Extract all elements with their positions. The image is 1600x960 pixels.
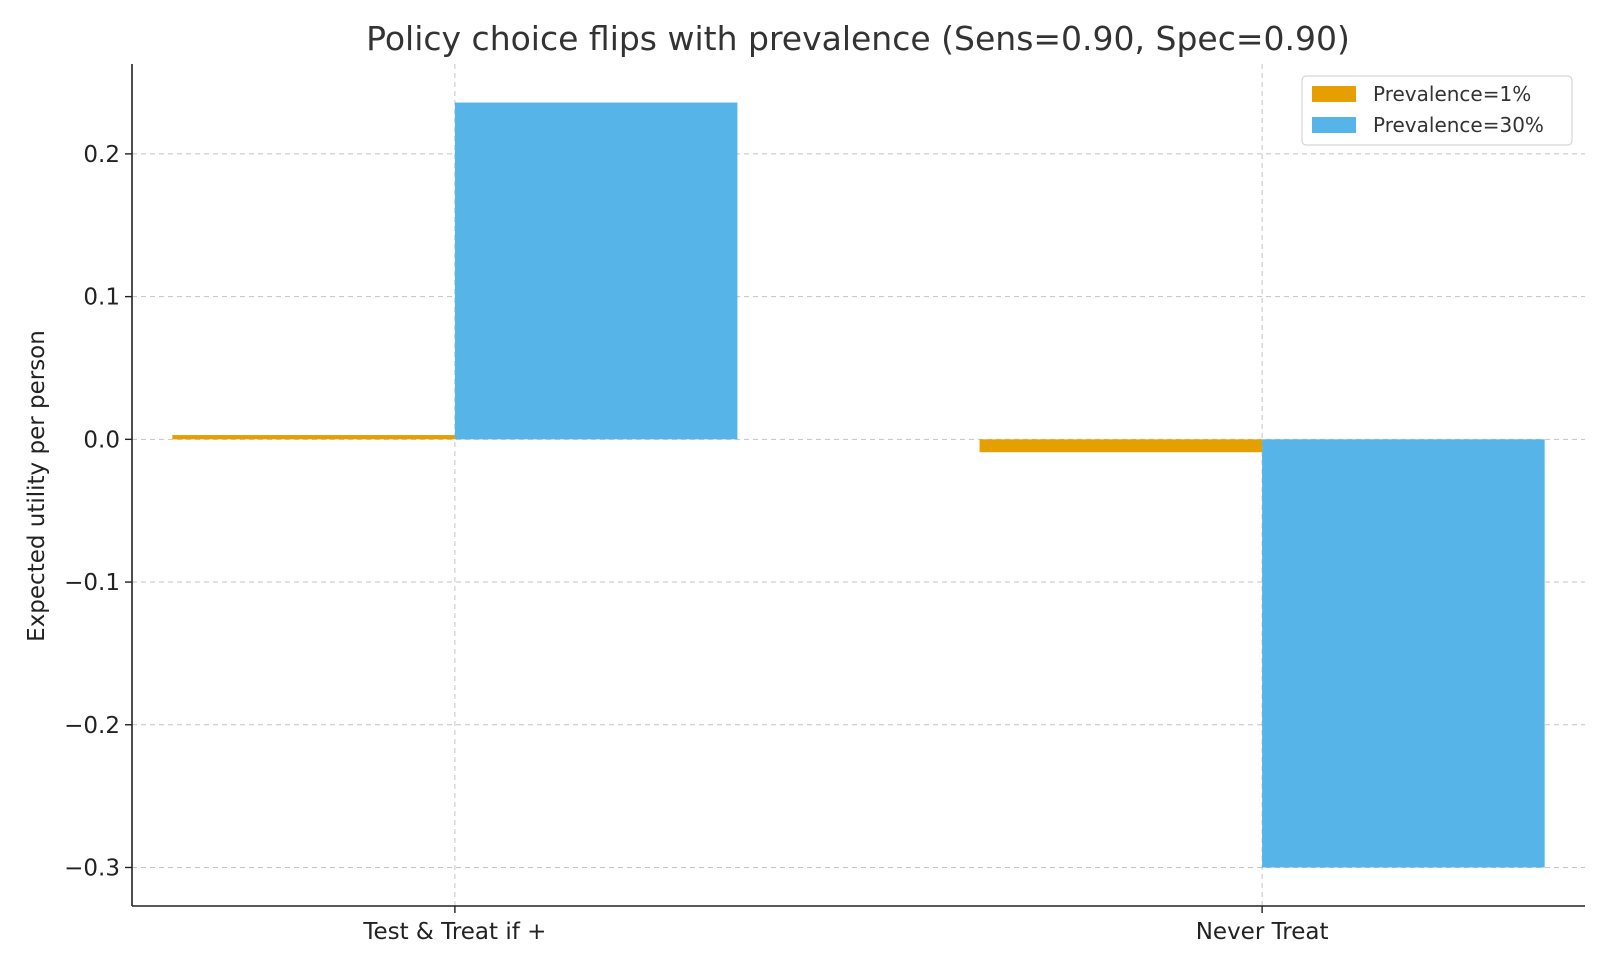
chart-title: Policy choice flips with prevalence (Sen… [366, 19, 1350, 58]
bar-prevalence-30pct-test-and-treat [454, 102, 738, 440]
x-ticks: Test & Treat if + Never Treat [362, 906, 1329, 945]
bar-prevalence-1pct-never-treat [979, 439, 1263, 453]
legend-swatch [1312, 86, 1356, 102]
y-tick-label: 0.2 [83, 142, 120, 168]
y-ticks: −0.3 −0.2 −0.1 0.0 0.1 0.2 [64, 142, 132, 881]
axes [131, 64, 1585, 907]
y-tick-label: −0.1 [64, 570, 120, 596]
bar-prevalence-1pct-test-and-treat [172, 435, 455, 440]
legend: Prevalence=1% Prevalence=30% [1301, 75, 1573, 146]
legend-swatch [1312, 117, 1356, 133]
bar-prevalence-30pct-never-treat [1262, 439, 1545, 868]
bars [172, 102, 1545, 868]
y-tick-label: −0.2 [64, 713, 120, 739]
legend-label: Prevalence=1% [1373, 82, 1531, 106]
legend-label: Prevalence=30% [1373, 113, 1544, 137]
legend-frame [1301, 75, 1573, 146]
y-axis-label: Expected utility per person [24, 330, 50, 642]
x-tick-label: Test & Treat if + [362, 919, 546, 945]
y-tick-label: 0.1 [83, 285, 120, 311]
y-tick-label: −0.3 [64, 855, 120, 881]
y-tick-label: 0.0 [83, 427, 120, 453]
x-tick-label: Never Treat [1196, 919, 1329, 945]
